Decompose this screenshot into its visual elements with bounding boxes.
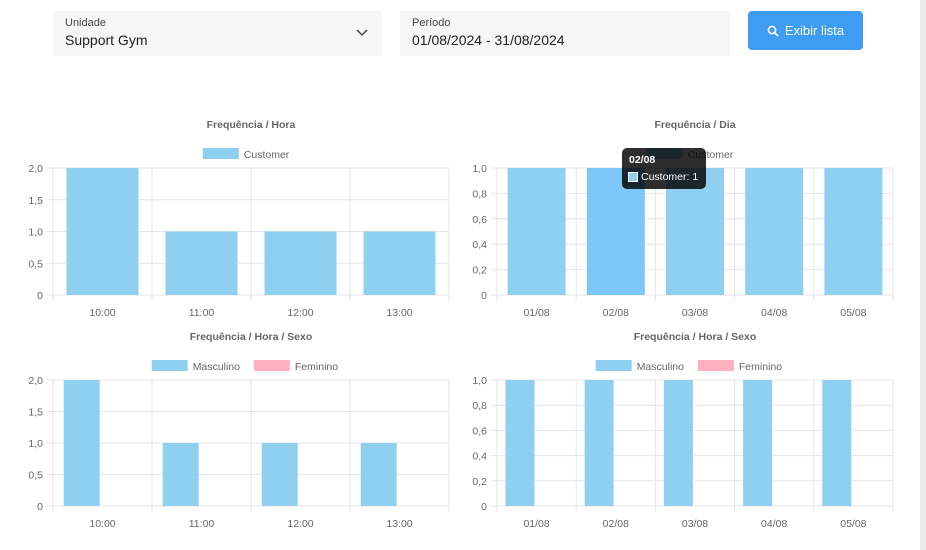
y-tick-label: 1,0 (472, 375, 487, 387)
x-tick-label: 11:00 (189, 307, 215, 319)
y-tick-label: 0,6 (472, 425, 487, 437)
y-tick-label: 0 (37, 501, 43, 513)
chart-frequency-hour: Frequência / Hora Customer 0 0,5 1,0 1,5 2,0 10… (28, 119, 450, 319)
show-list-button[interactable]: Exibir lista (748, 11, 863, 50)
y-tick-label: 0 (37, 290, 43, 302)
y-tick-label: 0,8 (472, 400, 487, 412)
tooltip-swatch (628, 172, 638, 182)
x-tick-label: 12:00 (287, 518, 313, 530)
bar (505, 380, 535, 506)
legend-label: Feminino (295, 361, 338, 373)
unit-select[interactable]: Unidade Support Gym (53, 11, 382, 56)
x-tick-label: 03/08 (682, 307, 708, 319)
tooltip-title: 02/08 (629, 154, 656, 166)
y-tick-label: 0,4 (472, 239, 487, 251)
unit-select-label: Unidade (65, 17, 106, 29)
y-tick-label: 2,0 (28, 375, 43, 387)
legend-item: Feminino (253, 360, 338, 373)
y-tick-label: 0,8 (472, 188, 487, 200)
tooltip-label: Customer: 1 (641, 171, 699, 183)
y-tick-label: 1,0 (28, 227, 43, 239)
bar (165, 231, 238, 295)
bar (824, 168, 883, 295)
legend-label: Masculino (637, 361, 684, 373)
legend-label: Feminino (739, 361, 782, 373)
y-tick-label: 0 (481, 501, 487, 513)
bar (162, 443, 199, 506)
chart-title: Frequência / Hora (207, 119, 296, 131)
bar (264, 231, 337, 295)
y-tick-label: 0,2 (472, 265, 487, 277)
y-tick-label: 0,6 (472, 214, 487, 226)
y-tick-label: 0,5 (28, 470, 43, 482)
bar (745, 168, 804, 295)
period-input[interactable]: Período 01/08/2024 - 31/08/2024 (400, 11, 730, 56)
y-tick-label: 1,0 (472, 163, 487, 175)
legend-item: Feminino (697, 360, 782, 373)
bar (666, 168, 724, 295)
period-input-value: 01/08/2024 - 31/08/2024 (412, 32, 565, 48)
legend-swatch (697, 360, 734, 371)
period-input-label: Período (412, 17, 451, 29)
bar (743, 380, 773, 506)
x-tick-label: 04/08 (761, 307, 787, 319)
x-tick-label: 02/08 (603, 518, 629, 530)
x-tick-label: 05/08 (840, 307, 866, 319)
legend-label: Masculino (193, 361, 240, 373)
x-tick-label: 13:00 (386, 307, 412, 319)
search-icon (767, 25, 779, 37)
y-tick-label: 2,0 (28, 163, 43, 175)
legend-swatch (202, 148, 239, 159)
bar (822, 380, 852, 506)
bar (363, 231, 436, 295)
x-tick-label: 02/08 (603, 307, 629, 319)
legend-item: Masculino (595, 360, 684, 373)
bar (584, 380, 614, 506)
x-tick-label: 13:00 (386, 518, 412, 530)
x-tick-label: 05/08 (840, 518, 866, 530)
bar (261, 443, 298, 506)
bar (63, 380, 100, 506)
x-tick-label: 03/08 (682, 518, 708, 530)
legend-label: Customer (244, 149, 290, 161)
bar (663, 380, 693, 506)
x-tick-label: 10:00 (89, 307, 115, 319)
y-tick-label: 0,2 (472, 476, 487, 488)
y-tick-label: 1,5 (28, 195, 43, 207)
chart-title: Frequência / Hora / Sexo (190, 331, 313, 343)
y-tick-label: 0 (481, 290, 487, 302)
chart-title: Frequência / Dia (654, 119, 735, 131)
x-tick-label: 10:00 (89, 518, 115, 530)
y-tick-label: 1,5 (28, 407, 43, 419)
x-tick-label: 12:00 (287, 307, 313, 319)
bar (586, 168, 645, 295)
bar (66, 168, 139, 295)
legend-item: Masculino (151, 360, 240, 373)
legend-item: Customer (202, 148, 290, 161)
chart-frequency-day: Frequência / DiaCustomer00,20,40,60,81,0… (472, 119, 894, 319)
legend-swatch (595, 360, 632, 371)
y-tick-label: 0,5 (28, 258, 43, 270)
legend-swatch (151, 360, 188, 371)
show-list-button-label: Exibir lista (784, 23, 845, 38)
unit-select-value: Support Gym (65, 32, 148, 48)
x-tick-label: 01/08 (523, 518, 549, 530)
bar (507, 168, 566, 295)
legend-swatch (253, 360, 290, 371)
x-tick-label: 04/08 (761, 518, 787, 530)
x-tick-label: 11:00 (189, 518, 215, 530)
y-tick-label: 1,0 (28, 438, 43, 450)
scrollbar[interactable] (920, 0, 926, 550)
chart-frequency-hour-sex: Frequência / Hora / Sexo Masculino Feminin… (28, 331, 450, 530)
bar (360, 443, 397, 506)
x-tick-label: 01/08 (523, 307, 549, 319)
chart-tooltip: 02/08 Customer: 1 (622, 148, 706, 189)
y-tick-label: 0,4 (472, 451, 487, 463)
chevron-down-icon (356, 29, 368, 37)
chart-title: Frequência / Hora / Sexo (634, 331, 757, 343)
tooltip-row: Customer: 1 (628, 171, 698, 183)
